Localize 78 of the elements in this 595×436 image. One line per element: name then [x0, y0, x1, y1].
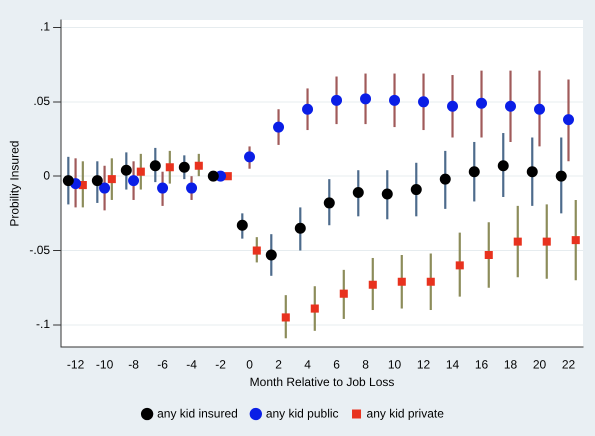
point [294, 222, 306, 234]
x-tick-label: 10 [388, 358, 402, 372]
x-tick-label: 4 [304, 358, 312, 372]
point [447, 100, 458, 112]
x-tick-label: 20 [532, 358, 546, 372]
legend-label: any kid insured [157, 406, 238, 420]
point [498, 160, 509, 172]
point [194, 162, 203, 170]
x-tick-label: 14 [446, 358, 460, 372]
point [426, 278, 435, 286]
legend-label: any kid public [266, 406, 339, 420]
point [208, 170, 219, 182]
point [382, 188, 393, 200]
x-tick-label: 8 [362, 358, 370, 372]
point [398, 278, 406, 286]
y-tick-label: .05 [33, 94, 50, 108]
x-tick-label: -8 [128, 358, 140, 372]
point [62, 175, 74, 186]
x-tick-label: 0 [246, 358, 254, 372]
point [282, 313, 290, 322]
x-tick-label: -10 [96, 358, 114, 372]
y-axis-title: Probility Insured [8, 140, 22, 227]
point [572, 236, 580, 244]
x-tick-label: 2 [275, 358, 282, 372]
point [542, 238, 551, 246]
point [360, 93, 372, 104]
point [252, 246, 261, 255]
point [468, 166, 480, 178]
point [340, 290, 348, 298]
y-tick-label: -.05 [29, 242, 50, 257]
point [244, 151, 256, 162]
point [273, 122, 284, 133]
point [526, 166, 538, 178]
point [108, 175, 116, 184]
legend-label: any kid private [366, 406, 444, 420]
point [505, 100, 516, 112]
point [266, 249, 277, 260]
y-tick-label: .1 [40, 20, 50, 34]
point [128, 175, 140, 186]
x-tick-label: 18 [504, 358, 518, 372]
point [157, 182, 168, 194]
point [136, 168, 145, 176]
point [186, 182, 198, 194]
point [534, 104, 546, 115]
point [563, 114, 574, 126]
point [178, 162, 190, 173]
point [410, 184, 422, 196]
x-tick-label: -12 [66, 358, 85, 372]
point [310, 304, 319, 313]
x-tick-label: -4 [186, 358, 198, 372]
point [368, 280, 377, 289]
x-tick-label: 12 [416, 358, 431, 372]
point [150, 160, 161, 172]
point [302, 104, 314, 115]
x-tick-label: 22 [562, 358, 576, 372]
point [556, 170, 567, 182]
point [418, 96, 430, 108]
point [476, 98, 488, 109]
point [514, 238, 522, 246]
point [120, 164, 132, 176]
x-axis-title: Month Relative to Job Loss [250, 375, 394, 390]
point [92, 175, 103, 186]
point [352, 187, 364, 198]
y-tick-label: 0 [43, 168, 50, 182]
point [236, 220, 248, 231]
x-tick-label: -6 [157, 358, 168, 372]
y-tick-label: -.1 [36, 317, 50, 332]
point [331, 94, 342, 106]
point [166, 163, 174, 172]
point [440, 174, 451, 185]
point [456, 261, 464, 270]
x-tick-label: 6 [333, 358, 340, 372]
point [389, 94, 400, 106]
x-tick-label: 16 [474, 358, 489, 372]
x-tick-label: -2 [215, 358, 226, 372]
point [484, 250, 493, 260]
point [324, 197, 335, 208]
point [99, 182, 110, 194]
